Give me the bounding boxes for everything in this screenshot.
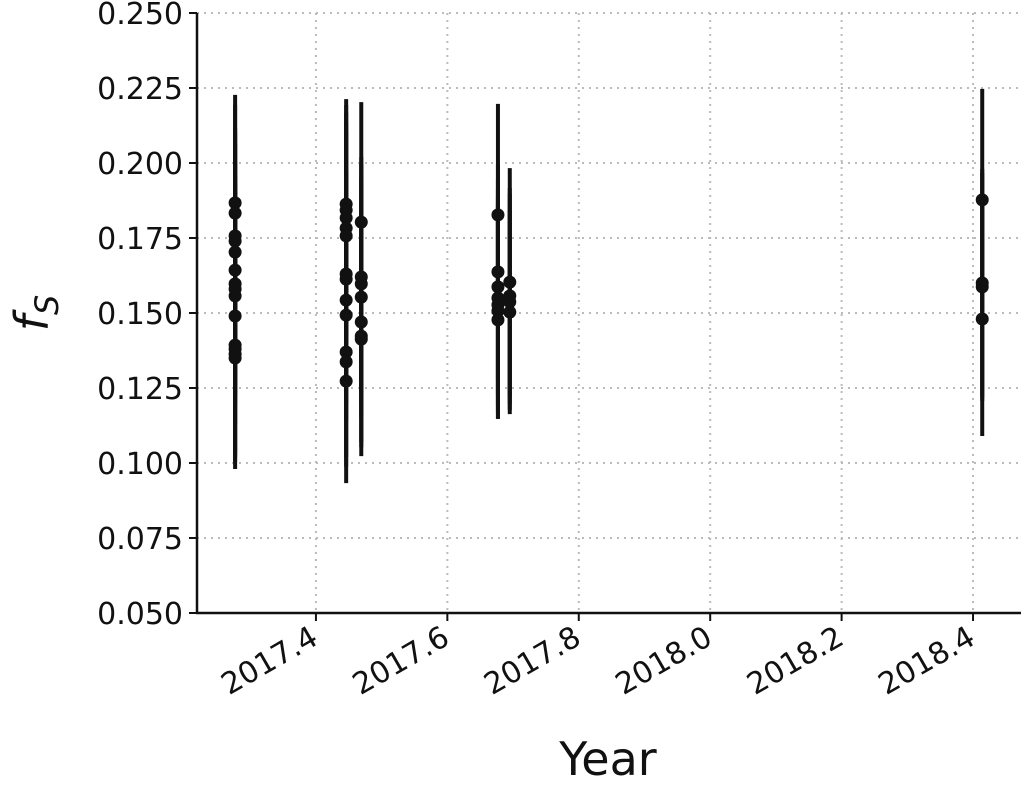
- point: [354, 290, 368, 304]
- point: [354, 332, 368, 346]
- point: [339, 308, 353, 322]
- point: [339, 211, 353, 225]
- point: [228, 309, 242, 323]
- point: [228, 196, 242, 210]
- y-tick-label: 0.050: [97, 597, 183, 632]
- y-axis-label-sub: S: [28, 295, 66, 315]
- point: [491, 313, 505, 327]
- point: [491, 265, 505, 279]
- point: [975, 193, 989, 207]
- point: [503, 275, 517, 289]
- point: [354, 315, 368, 329]
- point: [491, 208, 505, 222]
- point: [339, 229, 353, 243]
- point: [339, 272, 353, 286]
- point: [354, 215, 368, 229]
- point: [491, 304, 505, 318]
- point: [339, 293, 353, 307]
- y-tick-label: 0.175: [97, 222, 183, 257]
- point: [491, 280, 505, 294]
- point: [228, 263, 242, 277]
- y-tick-label: 0.150: [97, 297, 183, 332]
- point: [339, 355, 353, 369]
- point: [228, 289, 242, 303]
- y-tick-label: 0.075: [97, 522, 183, 557]
- point: [975, 312, 989, 326]
- x-axis-label: Year: [558, 732, 656, 786]
- x-tick-label: 2018.2: [741, 620, 849, 703]
- y-tick-label: 0.250: [97, 0, 183, 32]
- point: [228, 234, 242, 248]
- point: [503, 295, 517, 309]
- point: [975, 280, 989, 294]
- y-tick-label: 0.100: [97, 447, 183, 482]
- point: [228, 351, 242, 365]
- y-tick-label: 0.225: [97, 72, 183, 107]
- x-tick-label: 2017.8: [478, 620, 586, 703]
- x-tick-label: 2018.0: [610, 620, 718, 703]
- point: [228, 206, 242, 220]
- x-tick-label: 2018.4: [873, 620, 981, 703]
- point: [339, 374, 353, 388]
- point: [339, 345, 353, 359]
- y-axis-label: fS: [5, 295, 66, 332]
- point: [228, 245, 242, 259]
- point: [503, 305, 517, 319]
- x-tick-label: 2017.6: [347, 620, 455, 703]
- y-tick-label: 0.125: [97, 372, 183, 407]
- x-tick-label: 2017.4: [216, 620, 324, 703]
- y-tick-label: 0.200: [97, 147, 183, 182]
- point: [354, 277, 368, 291]
